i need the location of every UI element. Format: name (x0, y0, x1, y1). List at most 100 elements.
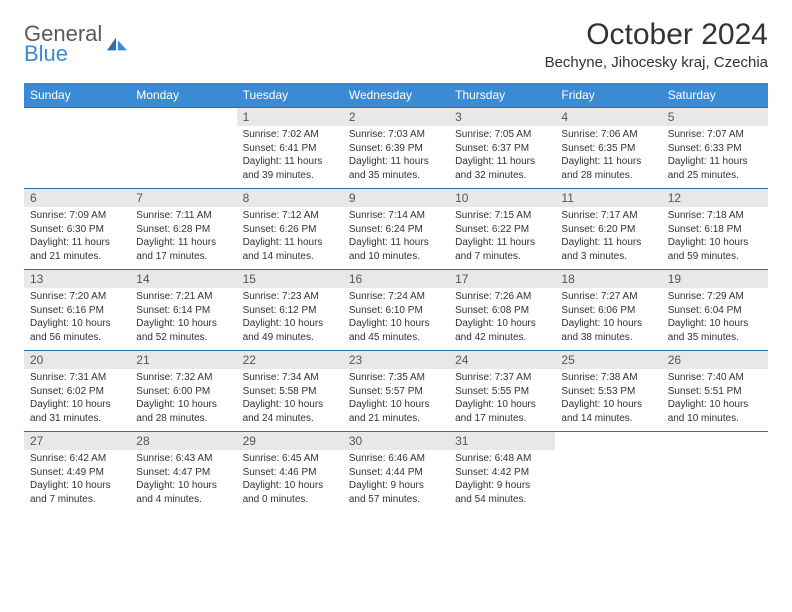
day-number: 16 (343, 270, 449, 288)
daylight-text: Daylight: 11 hours and 35 minutes. (349, 155, 443, 182)
sunrise-text: Sunrise: 7:07 AM (668, 128, 762, 142)
week-text-row: Sunrise: 7:02 AMSunset: 6:41 PMDaylight:… (24, 126, 768, 189)
day-cell-num: 24 (449, 351, 555, 370)
day-cell-text: Sunrise: 7:14 AMSunset: 6:24 PMDaylight:… (343, 207, 449, 270)
day-cell-text: Sunrise: 7:05 AMSunset: 6:37 PMDaylight:… (449, 126, 555, 189)
day-cell-num: 18 (555, 270, 661, 289)
daylight-text: Daylight: 10 hours and 31 minutes. (30, 398, 124, 425)
day-number (662, 432, 768, 450)
sunrise-text: Sunrise: 6:43 AM (136, 452, 230, 466)
daylight-text: Daylight: 10 hours and 4 minutes. (136, 479, 230, 506)
day-cell-text: Sunrise: 7:18 AMSunset: 6:18 PMDaylight:… (662, 207, 768, 270)
sunset-text: Sunset: 6:24 PM (349, 223, 443, 237)
day-number: 2 (343, 108, 449, 126)
title-block: October 2024 Bechyne, Jihocesky kraj, Cz… (545, 18, 768, 71)
daylight-text: Daylight: 10 hours and 21 minutes. (349, 398, 443, 425)
daylight-text: Daylight: 11 hours and 14 minutes. (243, 236, 337, 263)
day-number: 28 (130, 432, 236, 450)
sunset-text: Sunset: 5:53 PM (561, 385, 655, 399)
day-cell-text: Sunrise: 7:40 AMSunset: 5:51 PMDaylight:… (662, 369, 768, 432)
day-cell-num: 11 (555, 189, 661, 208)
day-cell-text: Sunrise: 7:09 AMSunset: 6:30 PMDaylight:… (24, 207, 130, 270)
sunset-text: Sunset: 6:39 PM (349, 142, 443, 156)
day-cell-text: Sunrise: 6:43 AMSunset: 4:47 PMDaylight:… (130, 450, 236, 512)
day-number: 18 (555, 270, 661, 288)
day-detail: Sunrise: 7:09 AMSunset: 6:30 PMDaylight:… (24, 207, 130, 269)
day-cell-text: Sunrise: 6:45 AMSunset: 4:46 PMDaylight:… (237, 450, 343, 512)
sunset-text: Sunset: 4:46 PM (243, 466, 337, 480)
sunset-text: Sunset: 4:49 PM (30, 466, 124, 480)
calendar-table: Sunday Monday Tuesday Wednesday Thursday… (24, 83, 768, 512)
day-number: 6 (24, 189, 130, 207)
sunrise-text: Sunrise: 7:05 AM (455, 128, 549, 142)
day-number: 22 (237, 351, 343, 369)
day-cell-num (24, 108, 130, 127)
sunrise-text: Sunrise: 7:11 AM (136, 209, 230, 223)
day-cell-num: 12 (662, 189, 768, 208)
day-cell-num: 5 (662, 108, 768, 127)
day-cell-num: 16 (343, 270, 449, 289)
day-number: 11 (555, 189, 661, 207)
week-text-row: Sunrise: 6:42 AMSunset: 4:49 PMDaylight:… (24, 450, 768, 512)
day-detail: Sunrise: 7:21 AMSunset: 6:14 PMDaylight:… (130, 288, 236, 350)
daylight-text: Daylight: 10 hours and 38 minutes. (561, 317, 655, 344)
day-detail: Sunrise: 7:35 AMSunset: 5:57 PMDaylight:… (343, 369, 449, 431)
day-detail: Sunrise: 7:18 AMSunset: 6:18 PMDaylight:… (662, 207, 768, 269)
day-cell-text: Sunrise: 6:42 AMSunset: 4:49 PMDaylight:… (24, 450, 130, 512)
day-cell-text: Sunrise: 6:48 AMSunset: 4:42 PMDaylight:… (449, 450, 555, 512)
week-daynum-row: 2728293031 (24, 432, 768, 451)
day-cell-num: 25 (555, 351, 661, 370)
daylight-text: Daylight: 10 hours and 7 minutes. (30, 479, 124, 506)
day-cell-num: 15 (237, 270, 343, 289)
sunrise-text: Sunrise: 7:09 AM (30, 209, 124, 223)
day-number: 7 (130, 189, 236, 207)
day-detail: Sunrise: 7:24 AMSunset: 6:10 PMDaylight:… (343, 288, 449, 350)
day-detail (662, 450, 768, 506)
day-cell-num: 10 (449, 189, 555, 208)
sunset-text: Sunset: 6:37 PM (455, 142, 549, 156)
sunrise-text: Sunrise: 7:03 AM (349, 128, 443, 142)
day-number: 17 (449, 270, 555, 288)
day-cell-num: 13 (24, 270, 130, 289)
daylight-text: Daylight: 11 hours and 28 minutes. (561, 155, 655, 182)
sunset-text: Sunset: 5:57 PM (349, 385, 443, 399)
daylight-text: Daylight: 9 hours and 54 minutes. (455, 479, 549, 506)
calendar-body: 12345Sunrise: 7:02 AMSunset: 6:41 PMDayl… (24, 108, 768, 513)
day-cell-num: 6 (24, 189, 130, 208)
sunrise-text: Sunrise: 7:32 AM (136, 371, 230, 385)
sunrise-text: Sunrise: 7:23 AM (243, 290, 337, 304)
sunset-text: Sunset: 6:33 PM (668, 142, 762, 156)
sunrise-text: Sunrise: 7:18 AM (668, 209, 762, 223)
day-number: 29 (237, 432, 343, 450)
sunset-text: Sunset: 4:47 PM (136, 466, 230, 480)
header: General Blue October 2024 Bechyne, Jihoc… (24, 18, 768, 71)
day-cell-num: 26 (662, 351, 768, 370)
day-number: 27 (24, 432, 130, 450)
sunrise-text: Sunrise: 7:12 AM (243, 209, 337, 223)
day-number (24, 108, 130, 126)
day-cell-num: 29 (237, 432, 343, 451)
daylight-text: Daylight: 11 hours and 3 minutes. (561, 236, 655, 263)
day-number: 1 (237, 108, 343, 126)
sunrise-text: Sunrise: 7:15 AM (455, 209, 549, 223)
day-number: 12 (662, 189, 768, 207)
day-detail: Sunrise: 6:46 AMSunset: 4:44 PMDaylight:… (343, 450, 449, 512)
day-number: 21 (130, 351, 236, 369)
sunset-text: Sunset: 6:06 PM (561, 304, 655, 318)
sunrise-text: Sunrise: 7:31 AM (30, 371, 124, 385)
day-cell-text: Sunrise: 7:06 AMSunset: 6:35 PMDaylight:… (555, 126, 661, 189)
day-detail: Sunrise: 7:26 AMSunset: 6:08 PMDaylight:… (449, 288, 555, 350)
day-cell-text: Sunrise: 6:46 AMSunset: 4:44 PMDaylight:… (343, 450, 449, 512)
day-cell-num (130, 108, 236, 127)
day-cell-num: 17 (449, 270, 555, 289)
sunrise-text: Sunrise: 7:21 AM (136, 290, 230, 304)
day-cell-num: 9 (343, 189, 449, 208)
day-cell-text: Sunrise: 7:11 AMSunset: 6:28 PMDaylight:… (130, 207, 236, 270)
daylight-text: Daylight: 10 hours and 10 minutes. (668, 398, 762, 425)
day-detail: Sunrise: 6:45 AMSunset: 4:46 PMDaylight:… (237, 450, 343, 512)
day-cell-num: 20 (24, 351, 130, 370)
day-cell-text: Sunrise: 7:17 AMSunset: 6:20 PMDaylight:… (555, 207, 661, 270)
week-text-row: Sunrise: 7:20 AMSunset: 6:16 PMDaylight:… (24, 288, 768, 351)
sunset-text: Sunset: 6:30 PM (30, 223, 124, 237)
sail-icon (106, 36, 128, 52)
